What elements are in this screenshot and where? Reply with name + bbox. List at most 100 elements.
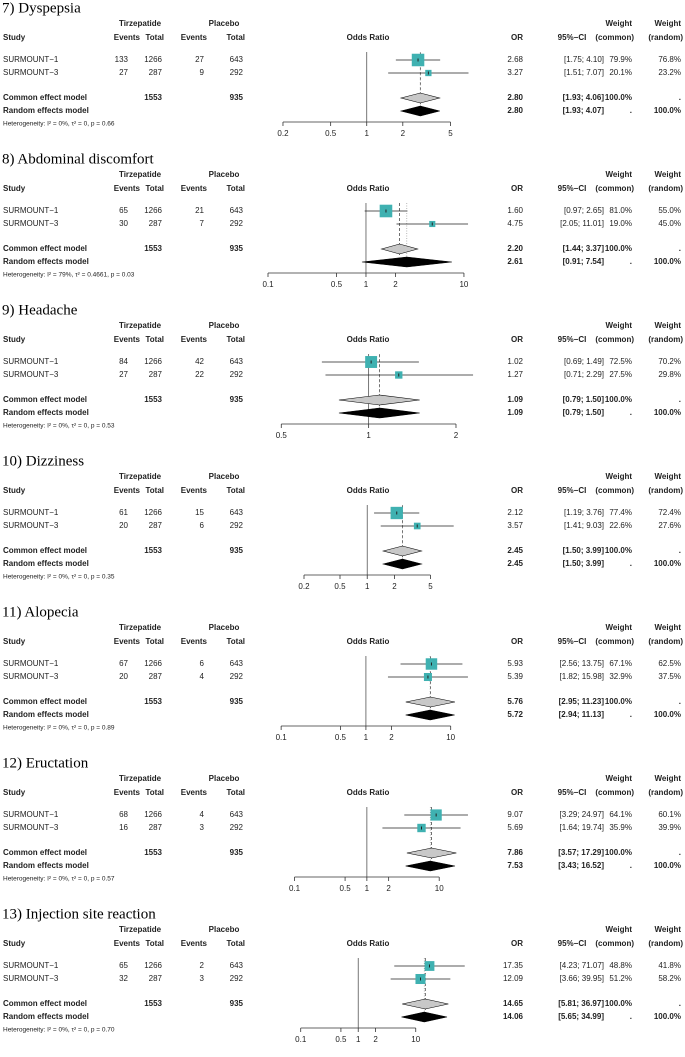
total: 287 [149, 68, 163, 77]
panel-title: 11) Alopecia [2, 604, 79, 620]
column-header: OR [511, 486, 523, 495]
column-header: Odds Ratio [347, 939, 390, 948]
column-header: Weight [654, 170, 681, 179]
common-diamond [406, 847, 457, 859]
events: 6 [200, 659, 205, 668]
weight-common: 48.8% [609, 961, 632, 970]
column-header: Weight [654, 321, 681, 330]
confidence-interval: [0.91; 7.54] [563, 257, 605, 266]
x-tick-label: 2 [401, 129, 406, 138]
column-header: Events [114, 939, 141, 948]
column-header: Total [145, 335, 164, 344]
confidence-interval: [1.82; 15.98] [560, 672, 604, 681]
total: 643 [230, 508, 244, 517]
weight-random: 100.0% [654, 710, 681, 719]
column-header: (random) [648, 184, 683, 193]
total: 292 [230, 672, 244, 681]
events: 27 [119, 370, 128, 379]
common-model-name: Common effect model [3, 395, 87, 404]
common-model-name: Common effect model [3, 546, 87, 555]
random-diamond [381, 558, 423, 570]
total: 935 [230, 244, 244, 253]
weight-random: 27.6% [658, 521, 681, 530]
total: 1553 [144, 244, 162, 253]
column-header: Study [3, 335, 26, 344]
confidence-interval: [1.19; 3.76] [564, 508, 604, 517]
weight-random: 41.8% [658, 961, 681, 970]
weight-common: 35.9% [609, 823, 632, 832]
column-header: Events [181, 486, 208, 495]
heterogeneity: Heterogeneity: I² = 0%, τ² = 0, p = 0.89 [3, 725, 115, 732]
group-header: Tirzepatide [119, 774, 162, 783]
weight-common: 81.0% [609, 206, 632, 215]
column-header: OR [511, 184, 523, 193]
total: 1266 [144, 55, 162, 64]
confidence-interval: [2.95; 11.23] [559, 697, 605, 706]
events: 30 [119, 219, 128, 228]
panel-title: 12) Eructation [2, 755, 89, 771]
odds-ratio: 2.80 [507, 93, 523, 102]
confidence-interval: [1.75; 4.10] [564, 55, 604, 64]
x-tick-label: 10 [459, 280, 468, 289]
odds-ratio: 5.72 [507, 710, 523, 719]
events: 61 [119, 508, 128, 517]
total: 643 [230, 55, 244, 64]
column-header: Total [145, 637, 164, 646]
x-tick-label: 1 [366, 431, 371, 440]
study-name: SURMOUNT−3 [3, 823, 59, 832]
total: 1553 [144, 395, 162, 404]
odds-ratio: 1.09 [507, 408, 523, 417]
column-header: (random) [648, 335, 683, 344]
weight-random: . [679, 93, 681, 102]
weight-common: 72.5% [609, 357, 632, 366]
total: 287 [149, 823, 163, 832]
confidence-interval: [1.50; 3.99] [563, 546, 605, 555]
x-tick-label: 0.5 [335, 733, 347, 742]
x-tick-label: 10 [411, 1035, 420, 1044]
study-name: SURMOUNT−3 [3, 68, 59, 77]
column-header: (random) [648, 939, 683, 948]
weight-random: 100.0% [654, 257, 681, 266]
x-tick-label: 0.5 [325, 129, 337, 138]
weight-random: 100.0% [654, 408, 681, 417]
common-model-name: Common effect model [3, 93, 87, 102]
odds-ratio: 7.86 [507, 848, 523, 857]
events: 27 [119, 68, 128, 77]
total: 287 [149, 219, 163, 228]
x-tick-label: 1 [365, 129, 370, 138]
weight-random: . [679, 848, 681, 857]
weight-common: 32.9% [609, 672, 632, 681]
study-name: SURMOUNT−3 [3, 974, 59, 983]
x-tick-label: 2 [389, 733, 394, 742]
group-header: Tirzepatide [119, 472, 162, 481]
total: 1553 [144, 546, 162, 555]
total: 292 [230, 68, 244, 77]
weight-common: 51.2% [609, 974, 632, 983]
x-tick-label: 2 [454, 431, 459, 440]
odds-ratio: 1.60 [507, 206, 523, 215]
confidence-interval: [2.56; 13.75] [560, 659, 604, 668]
weight-common: . [630, 710, 632, 719]
x-tick-label: 1 [365, 884, 370, 893]
random-diamond [399, 105, 440, 117]
column-header: Study [3, 939, 26, 948]
column-header: OR [511, 939, 523, 948]
group-header: Tirzepatide [119, 925, 162, 934]
x-tick-label: 10 [446, 733, 455, 742]
weight-random: 72.4% [658, 508, 681, 517]
x-tick-label: 0.5 [340, 884, 352, 893]
x-tick-label: 1 [365, 582, 370, 591]
column-header: Events [114, 33, 141, 42]
weight-common: 100.0% [605, 244, 632, 253]
confidence-interval: [0.79; 1.50] [563, 408, 605, 417]
common-model-name: Common effect model [3, 999, 87, 1008]
column-header: Study [3, 637, 26, 646]
odds-ratio: 5.39 [507, 672, 523, 681]
total: 1553 [144, 93, 162, 102]
weight-random: . [679, 546, 681, 555]
x-tick-label: 0.5 [334, 582, 346, 591]
events: 4 [200, 810, 205, 819]
events: 32 [119, 974, 128, 983]
column-header: Study [3, 788, 26, 797]
x-tick-label: 0.1 [295, 1035, 307, 1044]
